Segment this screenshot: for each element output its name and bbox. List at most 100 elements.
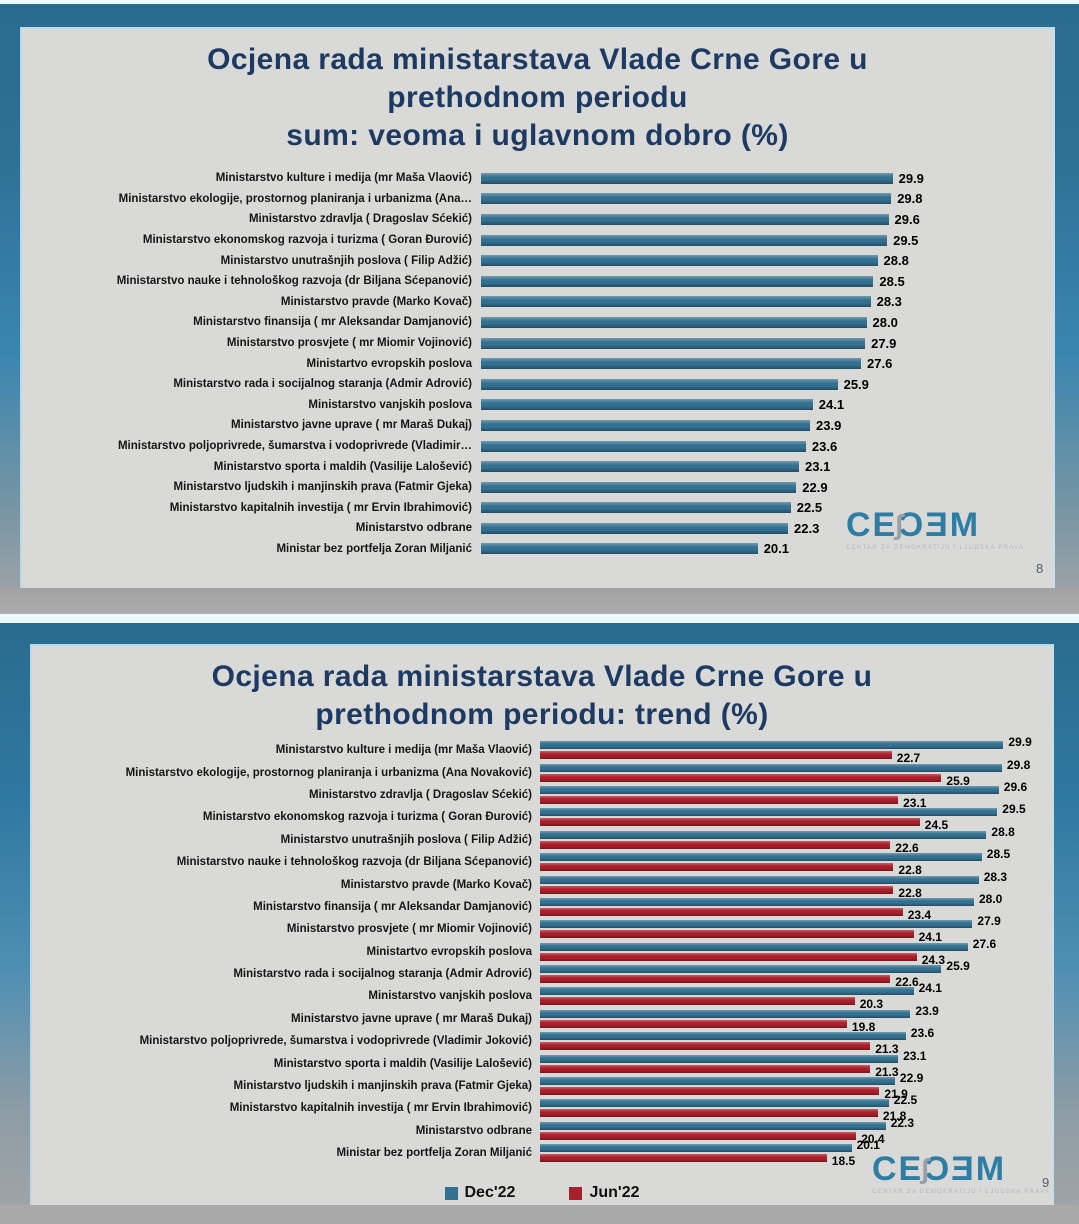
- chart-row: Ministarstvo ljudskih i manjinskih prava…: [32, 1072, 1052, 1102]
- slide-top-strip: [0, 614, 1079, 619]
- value-label: 21.9: [884, 1087, 908, 1102]
- category-label: Ministarstvo unutrašnjih poslova ( Filip…: [220, 254, 472, 267]
- bar-dec22: [540, 1144, 852, 1153]
- bar-jun22: [540, 952, 917, 961]
- bar-line: 28.8: [540, 826, 1052, 840]
- cedem-tagline: CENTAR ZA DEMOKRATIJU I LJUDSKA PRAVA: [846, 545, 1025, 551]
- category-label: Ministarstvo prosvjete ( mr Miomir Vojin…: [226, 337, 472, 350]
- bar-jun22: [540, 863, 894, 872]
- bar-area: 29.9: [481, 171, 1053, 186]
- bar-area: 29.5: [481, 233, 1053, 248]
- bar-jun22: [540, 1154, 827, 1163]
- bar-group: 29.9 22.7: [540, 736, 1052, 764]
- chart-row: Ministarstvo nauke i tehnološkog razvoja…: [32, 847, 1052, 878]
- bar-group: 22.3 20.4: [540, 1117, 1052, 1145]
- value-label: 27.6: [867, 356, 893, 372]
- chart-row: Ministar bez portfelja Zoran Miljanić 20.…: [22, 539, 1053, 560]
- bar-area: 28.3: [481, 294, 1053, 309]
- legend-label-dec22: Dec'22: [464, 1184, 516, 1201]
- category-label: Ministarstvo finansija ( mr Aleksandar D…: [193, 316, 472, 329]
- value-label: 20.1: [856, 1138, 880, 1153]
- bar-line: 20.4: [540, 1131, 1052, 1145]
- bar-group: 28.3 22.8: [540, 871, 1052, 899]
- category-label: Ministarstvo kapitalnih investija ( mr E…: [169, 501, 472, 514]
- bar-sum: [481, 275, 874, 287]
- category-label: Ministarstvo rada i socijalnog staranja …: [233, 968, 532, 981]
- category-label: Ministarstvo javne uprave ( mr Maraš Duk…: [291, 1012, 532, 1025]
- bar-sum: [481, 172, 893, 184]
- bar-jun22: [540, 818, 920, 827]
- value-label: 28.0: [979, 891, 1003, 906]
- bar-jun22: [540, 1131, 857, 1140]
- logo-swoosh-icon: ʃ: [894, 509, 906, 540]
- category-label: Ministarstvo poljoprivrede, šumarstva i …: [139, 1035, 532, 1048]
- bar-dec22: [540, 830, 987, 839]
- bar-area: 29.8: [481, 191, 1053, 206]
- value-label: 23.4: [907, 907, 932, 922]
- bar-sum: [481, 296, 871, 308]
- value-label: 28.5: [986, 847, 1011, 862]
- bar-line: 25.9: [540, 959, 1052, 974]
- logo-text: ƆƎM: [898, 506, 981, 544]
- bar-group: 28.8 22.6: [540, 826, 1052, 855]
- bar-line: 18.5: [540, 1153, 1052, 1167]
- value-label: 22.8: [898, 863, 922, 878]
- value-label: 29.6: [894, 211, 920, 227]
- category-label: Ministarstvo ekologije, prostornog plani…: [125, 766, 532, 779]
- bar-line: 22.9: [540, 1072, 1052, 1086]
- category-label: Ministartvo evropskih poslova: [366, 945, 532, 958]
- chart-row: Ministarstvo poljoprivrede, šumarstva i …: [22, 436, 1053, 457]
- bar-dec22: [540, 853, 982, 862]
- value-label: 24.5: [924, 818, 949, 833]
- bar-jun22: [540, 840, 891, 849]
- legend-item-dec22: Dec'22: [444, 1184, 516, 1202]
- title-line: sum: veoma i uglavnom dobro (%): [286, 119, 789, 152]
- legend: Dec'22 Jun'22: [32, 1184, 1052, 1202]
- logo-swoosh-icon: ʃ: [920, 1153, 932, 1184]
- bar-jun22: [540, 795, 899, 804]
- bar-sum: [481, 316, 867, 328]
- value-label: 28.3: [876, 294, 902, 310]
- title-line: prethodnom periodu: [387, 81, 688, 114]
- bar-jun22: [540, 907, 903, 916]
- category-label: Ministarstvo sporta i maldih (Vasilije L…: [213, 460, 472, 473]
- value-label: 23.9: [915, 1003, 939, 1018]
- bar-group: 28.0 23.4: [540, 891, 1052, 922]
- value-label: 22.6: [895, 840, 919, 855]
- bar-sum: [481, 337, 866, 349]
- value-label: 29.8: [897, 191, 923, 207]
- bar-chart-sum: Ministarstvo kulture i medija (mr Maša V…: [22, 168, 1053, 559]
- category-label: Ministarstvo ljudskih i manjinskih prava…: [233, 1080, 532, 1093]
- value-label: 25.9: [946, 773, 970, 788]
- legend-marker-jun22-icon: [569, 1186, 583, 1200]
- chart-row: Ministartvo evropskih poslova 27.6 24.3: [32, 938, 1052, 966]
- value-label: 20.1: [763, 541, 789, 557]
- bar-area: 23.1: [481, 459, 1053, 474]
- cedem-logo-wordmark: CEʃƆƎM: [872, 1152, 1050, 1186]
- value-label: 22.5: [796, 500, 823, 516]
- category-label: Ministarstvo kulture i medija (mr Maša V…: [275, 744, 532, 757]
- chart-row: Ministar bez portfelja Zoran Miljanić 20.…: [32, 1138, 1052, 1167]
- chart-row: Ministarstvo javne uprave ( mr Maraš Duk…: [32, 1003, 1052, 1033]
- value-label: 22.6: [895, 975, 919, 990]
- chart-row: Ministarstvo ekonomskog razvoja i turizm…: [22, 230, 1053, 251]
- slide-top-strip: [0, 0, 1079, 4]
- bar-area: 28.5: [481, 274, 1053, 289]
- category-label: Ministarstvo odbrane: [355, 522, 472, 535]
- bar-sum: [481, 481, 797, 493]
- value-label: 28.0: [872, 314, 898, 330]
- bar-line: 23.1: [540, 795, 1052, 809]
- bar-area: 22.9: [481, 480, 1053, 495]
- chart-row: Ministarstvo prosvjete ( mr Miomir Vojin…: [32, 915, 1052, 945]
- bar-jun22: [540, 1109, 878, 1118]
- bar-line: 21.3: [540, 1064, 1052, 1078]
- logo-text: CE: [872, 1150, 924, 1188]
- bar-group: 29.5 24.5: [540, 803, 1052, 833]
- chart-row: Ministarstvo ljudskih i manjinskih prava…: [22, 477, 1053, 498]
- value-label: 25.9: [946, 959, 970, 974]
- bar-sum: [481, 193, 892, 205]
- legend-label-jun22: Jun'22: [589, 1184, 640, 1201]
- bar-line: 29.6: [540, 781, 1052, 795]
- value-label: 24.1: [918, 930, 942, 945]
- category-label: Ministarstvo rada i socijalnog staranja …: [173, 378, 472, 391]
